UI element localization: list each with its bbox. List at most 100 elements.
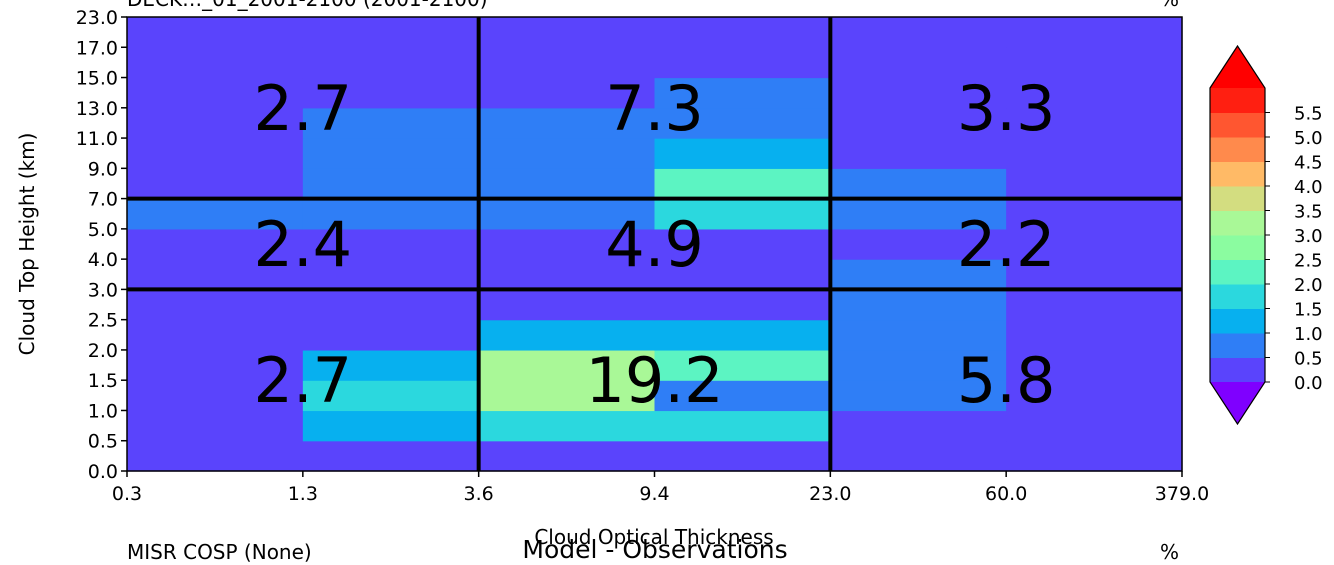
- heatmap-cell: [127, 349, 304, 381]
- heatmap-cell: [302, 228, 480, 260]
- y-tick-label: 4.0: [88, 249, 118, 271]
- x-tick-label: 1.3: [288, 483, 318, 505]
- heatmap-cell: [1006, 168, 1183, 200]
- colorbar-tick-label: 1.5: [1294, 300, 1323, 321]
- heatmap-cell: [127, 138, 304, 169]
- heatmap-cell: [127, 107, 304, 139]
- x-axis-label: Cloud Optical Thickness: [534, 525, 773, 549]
- heatmap-cell: [1006, 259, 1183, 290]
- heatmap-cell: [127, 440, 304, 472]
- colorbar-tick-label: 2.5: [1294, 251, 1323, 272]
- group-value-label: 5.8: [957, 344, 1056, 417]
- heatmap-cell: [830, 228, 1007, 260]
- colorbar-tick-label: 0.5: [1294, 349, 1323, 370]
- heatmap-cell: [654, 47, 831, 79]
- y-tick-label: 0.0: [88, 461, 118, 483]
- heatmap-cell: [127, 289, 304, 321]
- y-tick-label: 5.0: [88, 219, 118, 241]
- colorbar-segment: [1210, 284, 1265, 309]
- y-tick-label: 1.0: [88, 400, 118, 422]
- heatmap-cell: [654, 289, 831, 321]
- heatmap-cell: [1006, 410, 1183, 442]
- colorbar-tick-label: 1.0: [1294, 324, 1323, 345]
- heatmap-cell: [302, 168, 480, 200]
- heatmap-cell: [302, 349, 480, 381]
- colorbar-segment: [1210, 357, 1265, 383]
- heatmap-cell: [478, 380, 656, 412]
- heatmap-cell: [830, 138, 1007, 169]
- heatmap-cell: [1006, 228, 1183, 260]
- heatmap-cell: [830, 17, 1007, 48]
- y-tick-label: 2.0: [88, 340, 118, 362]
- heatmap-cell: [830, 319, 1007, 351]
- heatmap-cell: [127, 259, 304, 290]
- x-tick-label: 0.3: [112, 483, 142, 505]
- heatmap-cell: [1006, 380, 1183, 412]
- heatmap-cell: [654, 138, 831, 169]
- heatmap-cell: [478, 107, 656, 139]
- heatmap-cell: [654, 319, 831, 351]
- heatmap-cell: [302, 259, 480, 290]
- axis-ticks: 0.3 1.3 3.6 9.4 23.0 60.0 379.0 0.0 0.5 1.0 1.5 2.0…: [76, 7, 1210, 505]
- heatmap-cell: [302, 440, 480, 472]
- heatmap-cell: [478, 259, 656, 290]
- heatmap-cell: [127, 17, 304, 48]
- y-tick-label: 1.5: [88, 370, 118, 392]
- colorbar-segment: [1210, 259, 1265, 285]
- heatmap-cell: [830, 440, 1007, 472]
- colorbar-segment: [1210, 210, 1265, 236]
- heatmap-cell: [830, 289, 1007, 321]
- heatmap-cell: [478, 47, 656, 79]
- heatmap-cell: [127, 410, 304, 442]
- heatmap-cell: [654, 17, 831, 48]
- heatmap-cell: [302, 17, 480, 48]
- heatmap-cell: [478, 138, 656, 169]
- heatmap-cell: [302, 289, 480, 321]
- heatmap-cell: [1006, 440, 1183, 472]
- heatmap-cell: [654, 259, 831, 290]
- heatmap-cell: [302, 138, 480, 169]
- colorbar-segment: [1210, 112, 1265, 138]
- colorbar-tick-label: 0.0: [1294, 373, 1323, 394]
- colorbar-segment: [1210, 88, 1265, 113]
- group-value-label: 19.2: [585, 344, 723, 417]
- heatmap-cell: [302, 198, 480, 230]
- group-value-label: 3.3: [957, 72, 1056, 145]
- heatmap-cell: [830, 380, 1007, 412]
- y-tick-label: 2.5: [88, 310, 118, 332]
- y-tick-label: 23.0: [76, 7, 118, 29]
- heatmap-cell: [302, 47, 480, 79]
- colorbar-tick-label: 3.0: [1294, 226, 1323, 247]
- heatmap-cell: [830, 198, 1007, 230]
- heatmap-cell: [654, 380, 831, 412]
- y-tick-label: 11.0: [76, 128, 118, 150]
- heatmap-cell: [478, 289, 656, 321]
- heatmap-cell: [654, 228, 831, 260]
- heatmap-cell: [127, 168, 304, 200]
- x-tick-label: 60.0: [985, 483, 1027, 505]
- heatmap-cell: [830, 259, 1007, 290]
- x-tick-label: 379.0: [1155, 483, 1209, 505]
- colorbar-tick-label: 3.5: [1294, 202, 1323, 223]
- x-tick-label: 23.0: [809, 483, 851, 505]
- group-divider-lines: [127, 17, 1182, 471]
- heatmap-cell: [1006, 198, 1183, 230]
- heatmap-cell: [478, 319, 656, 351]
- group-value-label: 4.9: [605, 208, 704, 281]
- top-right-unit: %: [1160, 0, 1179, 11]
- heatmap-cell: [478, 410, 656, 442]
- y-axis-label: Cloud Top Height (km): [15, 133, 39, 356]
- heatmap-cell: [127, 319, 304, 351]
- heatmap-cell: [478, 349, 656, 381]
- heatmap-cell: [1006, 47, 1183, 79]
- heatmap-cell: [127, 47, 304, 79]
- heatmap-cell: [1006, 77, 1183, 109]
- colorbar-segment: [1210, 161, 1265, 187]
- colorbar-under-arrow: [1210, 382, 1265, 424]
- heatmap-cell: [478, 198, 656, 230]
- footer-center-title: Model - Observations: [522, 535, 787, 564]
- heatmap-cell: [654, 349, 831, 381]
- heatmap-cell: [830, 410, 1007, 442]
- heatmap-cell: [478, 77, 656, 109]
